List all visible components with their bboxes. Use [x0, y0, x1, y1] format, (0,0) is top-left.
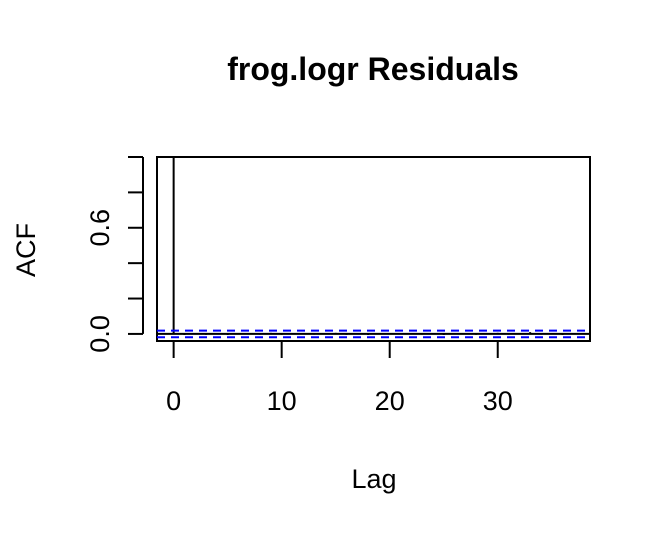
chart-title: frog.logr Residuals — [227, 51, 519, 87]
x-tick-label: 0 — [166, 386, 181, 416]
y-tick-label: 0.0 — [85, 315, 115, 353]
x-tick-label: 10 — [267, 386, 297, 416]
y-axis-label: ACF — [11, 223, 41, 277]
x-tick-label: 20 — [375, 386, 405, 416]
x-tick-label: 30 — [483, 386, 513, 416]
y-axis: 0.0 0.6 — [85, 156, 144, 353]
x-axis: 0 10 20 30 — [166, 341, 513, 416]
y-tick-label: 0.6 — [85, 209, 115, 247]
acf-spikes — [172, 157, 575, 335]
plot-frame — [156, 156, 591, 342]
x-axis-label: Lag — [351, 464, 396, 494]
plot-area — [156, 156, 591, 342]
